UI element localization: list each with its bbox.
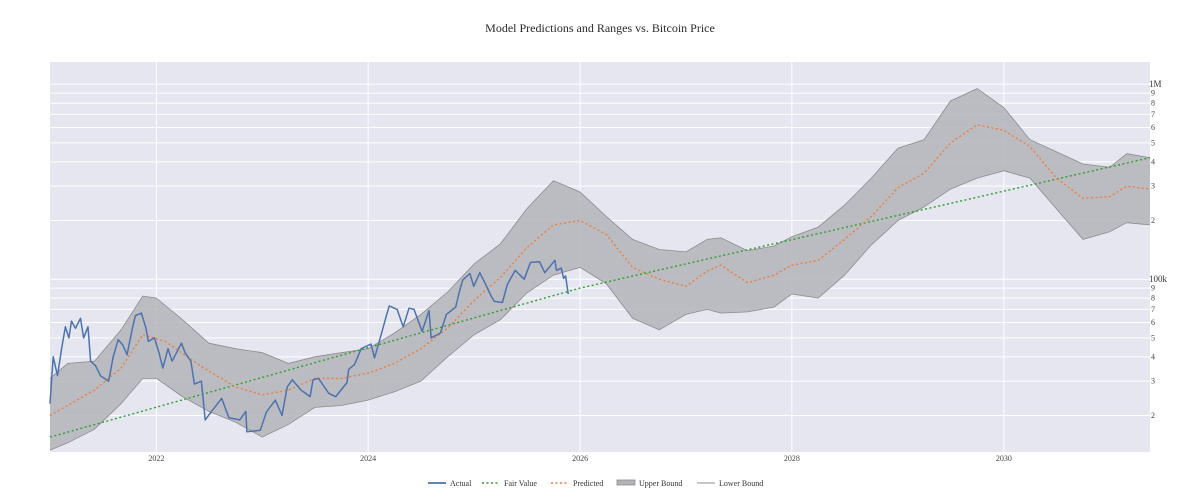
legend-item-fair-value[interactable]: Fair Value — [482, 479, 537, 488]
legend-item-actual[interactable]: Actual — [428, 479, 472, 488]
y-tick-label-minor: 9 — [1151, 89, 1155, 98]
series-lower-bound — [49, 170, 1151, 451]
y-tick-label-major: 1M — [1149, 79, 1162, 89]
y-tick-label-minor: 6 — [1151, 318, 1155, 327]
bounds-band-fill — [50, 88, 1150, 451]
legend-label: Lower Bound — [719, 479, 763, 488]
series-fair-value — [49, 157, 1151, 438]
y-tick-label-minor: 4 — [1151, 352, 1155, 361]
y-tick-label-minor: 6 — [1151, 123, 1155, 132]
series-lines — [49, 123, 1151, 438]
y-tick-label-minor: 3 — [1151, 182, 1155, 191]
y-tick-label-minor: 8 — [1151, 99, 1155, 108]
x-tick-label: 2026 — [572, 454, 588, 463]
x-tick-label: 2024 — [360, 454, 376, 463]
legend[interactable]: Actual Fair Value Predicted Upper Bound Lowe… — [428, 479, 763, 488]
series-actual — [49, 259, 569, 433]
x-tick-label: 2028 — [784, 454, 800, 463]
y-tick-label-major: 100k — [1149, 274, 1168, 284]
legend-label: Actual — [450, 479, 472, 488]
y-tick-label-minor: 5 — [1151, 138, 1155, 147]
y-tick-label-minor: 2 — [1151, 411, 1155, 420]
x-tick-label: 2030 — [996, 454, 1012, 463]
legend-item-lower-bound[interactable]: Lower Bound — [697, 479, 763, 488]
chart-title: Model Predictions and Ranges vs. Bitcoin… — [485, 21, 715, 35]
series-upper-bound — [49, 88, 1151, 379]
legend-label: Fair Value — [504, 479, 537, 488]
x-tick-label: 2022 — [148, 454, 164, 463]
y-tick-label-minor: 8 — [1151, 294, 1155, 303]
legend-item-upper-bound[interactable]: Upper Bound — [616, 479, 682, 488]
y-tick-label-minor: 4 — [1151, 157, 1155, 166]
y-tick-label-minor: 2 — [1151, 216, 1155, 225]
legend-label: Predicted — [573, 479, 603, 488]
bounds-band — [49, 88, 1151, 451]
y-tick-label-minor: 9 — [1151, 284, 1155, 293]
legend-item-predicted[interactable]: Predicted — [551, 479, 603, 488]
y-tick-label-minor: 7 — [1151, 305, 1155, 314]
y-tick-label-minor: 5 — [1151, 333, 1155, 342]
legend-swatch — [616, 479, 636, 486]
legend-label: Upper Bound — [639, 479, 682, 488]
y-tick-label-minor: 7 — [1151, 110, 1155, 119]
y-tick-label-minor: 3 — [1151, 377, 1155, 386]
x-axis-ticks: 2022 2024 2026 2028 2030 — [148, 454, 1011, 463]
